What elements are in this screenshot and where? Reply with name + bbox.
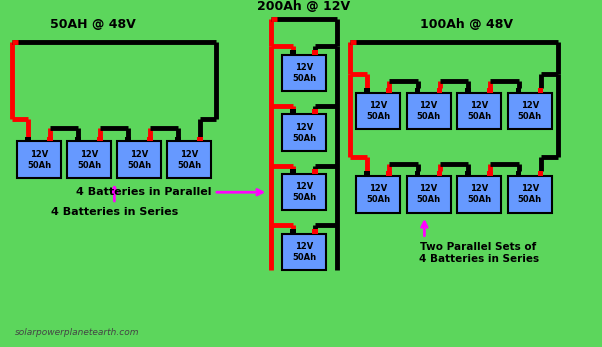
Bar	[117, 142, 161, 178]
Bar	[312, 50, 318, 54]
Bar	[197, 137, 203, 142]
Bar	[167, 142, 211, 178]
Bar	[538, 171, 544, 176]
Bar	[290, 50, 296, 54]
Bar	[282, 174, 326, 210]
Text: 50AH @ 48V: 50AH @ 48V	[51, 18, 136, 31]
Text: 12V
50Ah: 12V 50Ah	[518, 101, 542, 121]
Text: 12V
50Ah: 12V 50Ah	[366, 184, 390, 204]
Bar	[407, 93, 450, 129]
Text: Two Parallel Sets of
4 Batteries in Series: Two Parallel Sets of 4 Batteries in Seri…	[418, 242, 539, 264]
Text: 12V
50Ah: 12V 50Ah	[177, 150, 201, 170]
Text: 12V
50Ah: 12V 50Ah	[467, 184, 491, 204]
Bar	[290, 229, 296, 234]
Text: 12V
50Ah: 12V 50Ah	[417, 101, 441, 121]
Bar	[516, 88, 521, 93]
Bar	[312, 110, 318, 115]
Bar	[364, 171, 370, 176]
Text: 200Ah @ 12V: 200Ah @ 12V	[258, 0, 350, 14]
Text: 12V
50Ah: 12V 50Ah	[292, 182, 316, 202]
Bar	[508, 93, 551, 129]
Text: 12V
50Ah: 12V 50Ah	[292, 63, 316, 83]
Bar	[508, 176, 551, 212]
Bar	[437, 171, 442, 176]
Text: 12V
50Ah: 12V 50Ah	[417, 184, 441, 204]
Bar	[386, 88, 392, 93]
Text: 100Ah @ 48V: 100Ah @ 48V	[420, 18, 513, 31]
Bar	[386, 171, 392, 176]
Text: solarpowerplanetearth.com: solarpowerplanetearth.com	[15, 328, 140, 337]
Text: 12V
50Ah: 12V 50Ah	[292, 242, 316, 262]
Bar	[364, 88, 370, 93]
Bar	[488, 88, 493, 93]
Text: 4 Batteries in Series: 4 Batteries in Series	[51, 207, 178, 217]
Bar	[282, 115, 326, 151]
Bar	[125, 137, 131, 142]
Bar	[488, 171, 493, 176]
Bar	[290, 169, 296, 174]
Bar	[75, 137, 81, 142]
Bar	[312, 169, 318, 174]
Bar	[356, 93, 400, 129]
Bar	[175, 137, 181, 142]
Bar	[458, 176, 501, 212]
Text: 12V
50Ah: 12V 50Ah	[27, 150, 51, 170]
Bar	[437, 88, 442, 93]
Bar	[415, 88, 420, 93]
Bar	[516, 171, 521, 176]
Bar	[290, 110, 296, 115]
Bar	[356, 176, 400, 212]
Bar	[282, 54, 326, 91]
Bar	[465, 88, 471, 93]
Bar	[67, 142, 111, 178]
Bar	[17, 142, 61, 178]
Bar	[98, 137, 103, 142]
Bar	[312, 229, 318, 234]
Bar	[415, 171, 420, 176]
Text: 4 Batteries in Parallel: 4 Batteries in Parallel	[75, 187, 211, 197]
Text: 12V
50Ah: 12V 50Ah	[292, 122, 316, 143]
Text: 12V
50Ah: 12V 50Ah	[77, 150, 101, 170]
Text: 12V
50Ah: 12V 50Ah	[467, 101, 491, 121]
Text: 12V
50Ah: 12V 50Ah	[518, 184, 542, 204]
Bar	[407, 176, 450, 212]
Bar	[282, 234, 326, 270]
Bar	[147, 137, 153, 142]
Bar	[25, 137, 31, 142]
Bar	[465, 171, 471, 176]
Text: 12V
50Ah: 12V 50Ah	[127, 150, 151, 170]
Bar	[538, 88, 544, 93]
Bar	[48, 137, 53, 142]
Bar	[458, 93, 501, 129]
Text: 12V
50Ah: 12V 50Ah	[366, 101, 390, 121]
